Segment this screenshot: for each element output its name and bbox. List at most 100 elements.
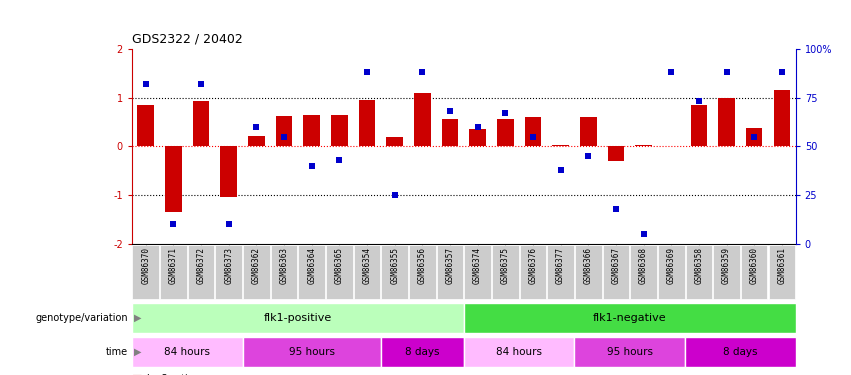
- Text: GSM86356: GSM86356: [418, 247, 427, 284]
- FancyBboxPatch shape: [547, 245, 574, 299]
- Bar: [524, 117, 541, 146]
- FancyBboxPatch shape: [603, 245, 629, 299]
- Text: GSM86376: GSM86376: [528, 247, 538, 284]
- FancyBboxPatch shape: [354, 245, 380, 299]
- Text: GSM86368: GSM86368: [639, 247, 648, 284]
- Point: [222, 221, 236, 227]
- Point: [139, 81, 152, 87]
- FancyBboxPatch shape: [465, 245, 491, 299]
- FancyBboxPatch shape: [574, 337, 685, 366]
- Text: 95 hours: 95 hours: [288, 346, 334, 357]
- FancyBboxPatch shape: [741, 245, 768, 299]
- Text: 84 hours: 84 hours: [164, 346, 210, 357]
- Text: GSM86363: GSM86363: [279, 247, 288, 284]
- Point: [443, 108, 457, 114]
- Point: [665, 69, 678, 75]
- Point: [720, 69, 734, 75]
- Point: [637, 231, 650, 237]
- Bar: [718, 98, 735, 146]
- FancyBboxPatch shape: [133, 245, 159, 299]
- Bar: [248, 135, 265, 146]
- Bar: [220, 146, 237, 197]
- Point: [692, 98, 705, 104]
- Text: ■: ■: [132, 374, 142, 375]
- Text: ▶: ▶: [134, 346, 141, 357]
- Text: 84 hours: 84 hours: [496, 346, 542, 357]
- Text: GSM86357: GSM86357: [445, 247, 454, 284]
- Point: [167, 221, 180, 227]
- FancyBboxPatch shape: [243, 337, 381, 366]
- FancyBboxPatch shape: [520, 245, 546, 299]
- Bar: [192, 101, 209, 146]
- FancyBboxPatch shape: [326, 245, 352, 299]
- Bar: [497, 119, 514, 146]
- Text: 95 hours: 95 hours: [607, 346, 653, 357]
- FancyBboxPatch shape: [409, 245, 436, 299]
- Text: 8 days: 8 days: [405, 346, 440, 357]
- FancyBboxPatch shape: [768, 245, 795, 299]
- Text: GSM86374: GSM86374: [473, 247, 483, 284]
- FancyBboxPatch shape: [132, 303, 464, 333]
- Bar: [386, 138, 403, 146]
- Text: GSM86364: GSM86364: [307, 247, 317, 284]
- FancyBboxPatch shape: [575, 245, 602, 299]
- Bar: [331, 115, 348, 146]
- Text: GSM86373: GSM86373: [224, 247, 233, 284]
- Point: [388, 192, 402, 198]
- FancyBboxPatch shape: [713, 245, 740, 299]
- Point: [249, 124, 263, 130]
- Text: GSM86355: GSM86355: [390, 247, 399, 284]
- Bar: [580, 117, 597, 146]
- FancyBboxPatch shape: [437, 245, 463, 299]
- Text: GSM86362: GSM86362: [252, 247, 261, 284]
- Bar: [138, 105, 154, 146]
- Point: [305, 163, 318, 169]
- Bar: [774, 90, 790, 146]
- Bar: [608, 146, 625, 161]
- Text: GSM86371: GSM86371: [168, 247, 178, 284]
- Bar: [304, 115, 320, 146]
- Bar: [745, 128, 762, 146]
- FancyBboxPatch shape: [271, 245, 297, 299]
- Text: GSM86359: GSM86359: [722, 247, 731, 284]
- Bar: [691, 105, 707, 146]
- Text: genotype/variation: genotype/variation: [35, 313, 128, 323]
- Point: [609, 206, 623, 212]
- Point: [194, 81, 208, 87]
- FancyBboxPatch shape: [243, 245, 270, 299]
- FancyBboxPatch shape: [188, 245, 214, 299]
- FancyBboxPatch shape: [299, 245, 325, 299]
- FancyBboxPatch shape: [381, 245, 408, 299]
- Text: GSM86375: GSM86375: [500, 247, 510, 284]
- FancyBboxPatch shape: [381, 337, 464, 366]
- FancyBboxPatch shape: [215, 245, 242, 299]
- Text: GSM86370: GSM86370: [141, 247, 151, 284]
- Point: [333, 157, 346, 163]
- Point: [747, 134, 761, 140]
- FancyBboxPatch shape: [492, 245, 518, 299]
- Point: [471, 124, 484, 130]
- FancyBboxPatch shape: [160, 245, 186, 299]
- FancyBboxPatch shape: [685, 337, 796, 366]
- Text: GSM86365: GSM86365: [334, 247, 344, 284]
- Text: GSM86354: GSM86354: [363, 247, 372, 284]
- Bar: [470, 129, 486, 146]
- FancyBboxPatch shape: [132, 337, 243, 366]
- Text: GSM86372: GSM86372: [197, 247, 206, 284]
- Point: [526, 134, 540, 140]
- Point: [775, 69, 789, 75]
- Text: GSM86377: GSM86377: [556, 247, 565, 284]
- Bar: [414, 93, 431, 146]
- FancyBboxPatch shape: [658, 245, 684, 299]
- Point: [581, 153, 595, 159]
- Bar: [442, 119, 458, 146]
- Bar: [165, 146, 182, 212]
- Point: [499, 110, 512, 116]
- Text: GSM86366: GSM86366: [584, 247, 593, 284]
- FancyBboxPatch shape: [686, 245, 712, 299]
- Bar: [359, 100, 375, 146]
- Bar: [276, 116, 293, 146]
- Text: 8 days: 8 days: [723, 346, 757, 357]
- Point: [415, 69, 429, 75]
- Text: GSM86360: GSM86360: [750, 247, 759, 284]
